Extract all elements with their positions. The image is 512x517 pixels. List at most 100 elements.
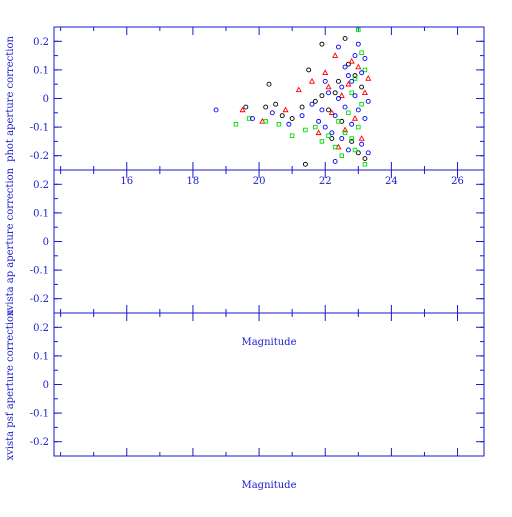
x-tick-label: 22 [319, 176, 332, 187]
data-point [329, 130, 335, 136]
data-point [243, 104, 249, 110]
panel-frame-top [53, 26, 485, 171]
data-point [342, 130, 348, 136]
x-axis-label: Magnitude [241, 480, 296, 491]
data-point [359, 50, 364, 55]
data-point [246, 116, 252, 121]
data-point [332, 144, 338, 150]
data-point [339, 153, 345, 158]
y-tick-label-top: 0.1 [33, 65, 49, 76]
panel-middle: 0.2 0.1 0 -0.1 -0.2 [30, 169, 485, 314]
data-point [349, 136, 354, 141]
data-point [345, 61, 351, 67]
data-point [338, 92, 345, 98]
data-point [336, 78, 341, 84]
data-point [358, 135, 365, 141]
data-point [359, 84, 365, 90]
data-point [339, 136, 345, 141]
y-tick-label-middle: 0 [43, 237, 49, 248]
y-axis-label-middle: xvista ap aperture correction [5, 167, 16, 316]
data-point [322, 124, 328, 130]
data-point [326, 90, 331, 96]
data-point [352, 76, 358, 81]
data-point [355, 150, 361, 156]
y-tick-label-middle: 0.1 [33, 208, 49, 219]
y-tick-label-middle: -0.2 [30, 294, 49, 305]
data-point [345, 147, 351, 153]
data-point [352, 93, 358, 99]
data-point [352, 73, 358, 79]
data-point [342, 64, 348, 70]
data-point [361, 89, 368, 96]
data-point [326, 107, 331, 113]
y-tick-label-bottom: 0 [43, 380, 49, 391]
bottom-panel-title: Magnitude [241, 337, 296, 348]
data-point [295, 86, 302, 93]
y-axis-label-bottom: xvista psf aperture correction [5, 309, 16, 461]
data-point [302, 161, 308, 167]
data-point [213, 107, 219, 113]
data-point [356, 124, 361, 130]
data-point [345, 80, 352, 87]
data-point [362, 162, 368, 167]
data-point [319, 107, 325, 113]
data-point [342, 126, 349, 133]
data-point [356, 27, 361, 33]
data-point [332, 52, 339, 58]
x-tick-label: 20 [253, 176, 266, 187]
data-point [365, 98, 371, 104]
data-point [345, 73, 351, 79]
data-point [319, 139, 325, 144]
data-point [365, 150, 371, 156]
data-point [332, 158, 338, 164]
data-point [336, 119, 341, 124]
panel-frame-bottom [53, 312, 485, 457]
x-tick-label: 18 [187, 176, 200, 187]
data-point [355, 63, 362, 70]
panel-bottom: 0.2 0.1 0 -0.1 -0.2 [30, 312, 485, 457]
data-point [319, 93, 325, 99]
data-point [299, 113, 305, 119]
data-point [306, 67, 312, 73]
data-point [263, 104, 269, 110]
panel-top: 0.2 0.1 0 -0.1 -0.2 16 18 20 22 24 26 [30, 26, 485, 187]
data-point [351, 115, 359, 121]
data-point [289, 133, 295, 138]
x-tick-label: 16 [120, 176, 133, 187]
y-tick-label-bottom: -0.1 [30, 409, 49, 420]
data-point [348, 57, 355, 64]
data-point [299, 104, 305, 110]
data-point [365, 75, 372, 81]
data-point [266, 81, 272, 87]
data-point [279, 113, 285, 119]
x-tick-label: 26 [451, 176, 464, 187]
data-point [308, 77, 316, 84]
data-point [349, 138, 355, 144]
data-point [332, 113, 338, 119]
data-point [233, 121, 239, 127]
data-point [342, 35, 348, 41]
data-point [326, 133, 331, 138]
y-tick-label-middle: 0.2 [33, 180, 49, 191]
data-point [315, 129, 322, 136]
data-point [359, 70, 365, 76]
data-point [346, 110, 351, 116]
data-point [362, 116, 368, 121]
data-point [322, 69, 329, 76]
y-tick-label-top: -0.2 [30, 151, 49, 162]
data-point [263, 119, 268, 124]
data-point [250, 116, 255, 121]
data-point [332, 90, 338, 96]
data-point [303, 127, 308, 133]
panel-frame-middle [53, 169, 485, 314]
data-point [325, 83, 332, 90]
data-point [329, 136, 335, 141]
data-point [289, 116, 295, 121]
y-tick-label-bottom: 0.1 [33, 351, 49, 362]
y-tick-label-top: 0.2 [33, 37, 49, 48]
data-point [342, 104, 348, 110]
y-tick-label-bottom: 0.2 [33, 323, 49, 334]
data-point [362, 67, 368, 73]
